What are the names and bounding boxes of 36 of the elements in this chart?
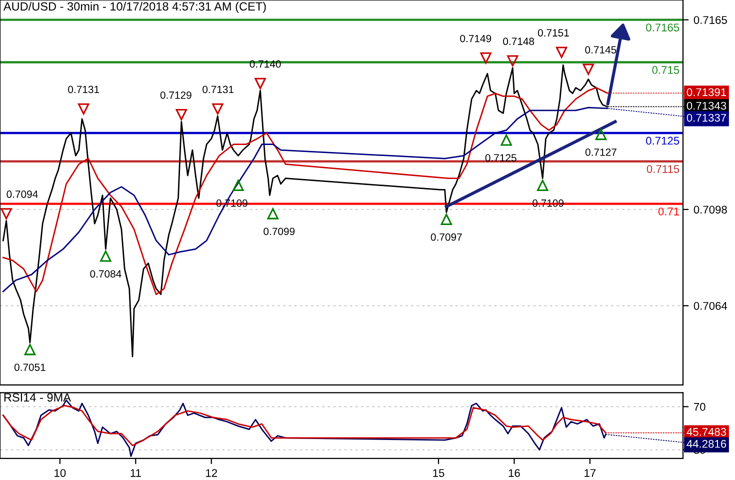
data-label: 0.71391 bbox=[686, 88, 726, 96]
x-tick-label: 10 bbox=[54, 469, 66, 477]
data-label: 45.7483 bbox=[686, 428, 726, 436]
annotation: 0.7149 bbox=[460, 34, 492, 42]
annotation: 0.7099 bbox=[264, 228, 295, 236]
chart-title: AUD/USD - 30min - 10/17/2018 4:57:31 AM (CET) bbox=[3, 2, 266, 13]
annotation: 0.7131 bbox=[202, 86, 234, 94]
annotation: 0.7151 bbox=[538, 29, 569, 37]
y-tick-label: 0.7165 bbox=[694, 16, 727, 24]
x-tick-label: 12 bbox=[206, 469, 217, 477]
ref-line-label: 0.7165 bbox=[646, 24, 680, 32]
data-label: 0.71343 bbox=[686, 102, 726, 110]
y-tick-label: 70 bbox=[694, 402, 706, 411]
ref-line-label: 0.7115 bbox=[646, 165, 680, 173]
annotation: 0.7084 bbox=[90, 270, 122, 278]
x-tick-label: 17 bbox=[584, 469, 596, 477]
chart-title: RSI14 - 9MA bbox=[4, 393, 71, 402]
annotation: 0.7148 bbox=[503, 38, 534, 46]
annotation: 0.7127 bbox=[585, 148, 616, 156]
annotation: 0.7051 bbox=[14, 364, 46, 371]
y-tick-label: 0.7098 bbox=[694, 206, 727, 214]
annotation: 0.7094 bbox=[6, 190, 38, 198]
annotation: 0.7129 bbox=[160, 91, 192, 99]
ref-line-label: 0.7125 bbox=[646, 136, 680, 145]
data-label: 44.2816 bbox=[686, 440, 726, 448]
x-tick-label: 15 bbox=[433, 469, 444, 477]
x-tick-label: 16 bbox=[508, 469, 520, 477]
annotation: 0.7097 bbox=[430, 233, 462, 241]
data-label: 0.71337 bbox=[686, 114, 726, 122]
ref-line-label: 0.715 bbox=[652, 66, 680, 74]
annotation: 0.7131 bbox=[68, 86, 100, 94]
x-tick-label: 11 bbox=[130, 469, 141, 477]
ref-line-label: 0.71 bbox=[658, 208, 680, 216]
y-tick-label: 0.7064 bbox=[694, 302, 728, 310]
annotation: 0.7125 bbox=[485, 154, 516, 162]
annotation: 0.7145 bbox=[585, 46, 616, 54]
